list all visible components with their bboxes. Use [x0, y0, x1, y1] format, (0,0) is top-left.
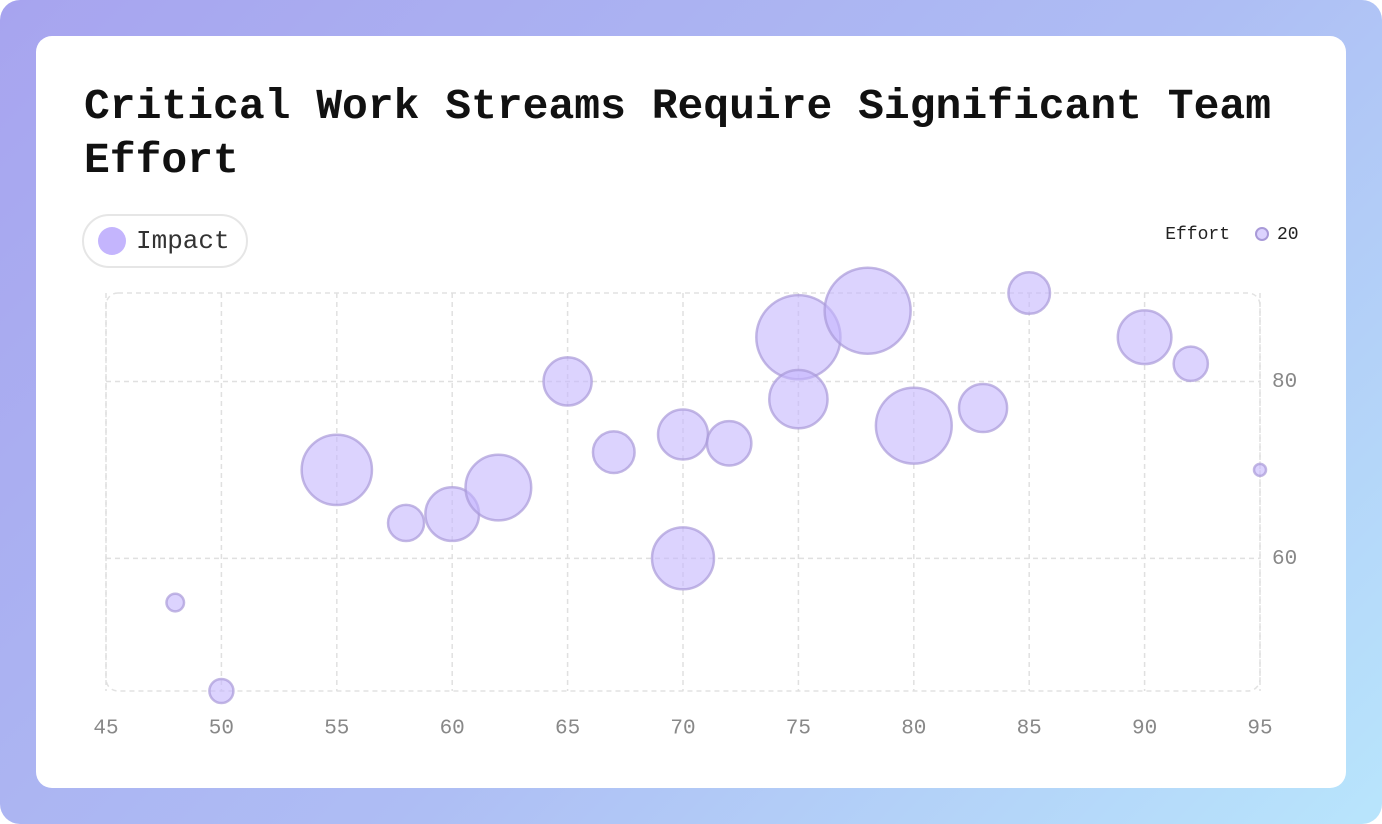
bubble — [656, 408, 710, 461]
bubble — [1007, 270, 1052, 316]
bubble — [874, 386, 953, 465]
legend-label[interactable]: Impact — [136, 226, 230, 256]
bubble — [957, 382, 1009, 434]
bubble — [464, 453, 533, 522]
x-tick-label: 80 — [901, 718, 926, 741]
bubble — [705, 419, 753, 467]
chart-title: Critical Work Streams Require Significan… — [84, 82, 1271, 185]
size-legend-label: 20 — [1277, 225, 1299, 245]
x-tick-label: 85 — [1017, 718, 1042, 741]
bubble — [768, 368, 829, 430]
bubble — [1252, 462, 1268, 478]
bubble — [650, 526, 716, 591]
bubble — [542, 356, 593, 407]
x-tick-label: 55 — [324, 718, 349, 741]
legend[interactable]: Impact — [82, 214, 248, 268]
bubble — [165, 592, 186, 613]
bubble — [1172, 345, 1210, 383]
x-tick-label: 50 — [209, 718, 234, 741]
x-tick-label: 75 — [786, 718, 811, 741]
size-legend-bubble — [1255, 227, 1269, 241]
x-tick-label: 60 — [440, 718, 465, 741]
bubble — [300, 433, 374, 507]
legend-swatch — [98, 227, 126, 255]
bubble — [386, 503, 426, 543]
bubble — [208, 677, 235, 705]
x-tick-label: 45 — [93, 718, 118, 741]
bubble — [823, 266, 912, 355]
size-legend-title: Effort — [1165, 225, 1230, 245]
bubble — [591, 430, 636, 475]
x-tick-label: 95 — [1247, 718, 1272, 741]
bubble — [1116, 309, 1173, 366]
x-tick-label: 70 — [670, 718, 695, 741]
y-tick-label: 80 — [1272, 371, 1297, 394]
y-tick-label: 60 — [1272, 548, 1297, 571]
x-tick-label: 90 — [1132, 718, 1157, 741]
x-tick-label: 65 — [555, 718, 580, 741]
